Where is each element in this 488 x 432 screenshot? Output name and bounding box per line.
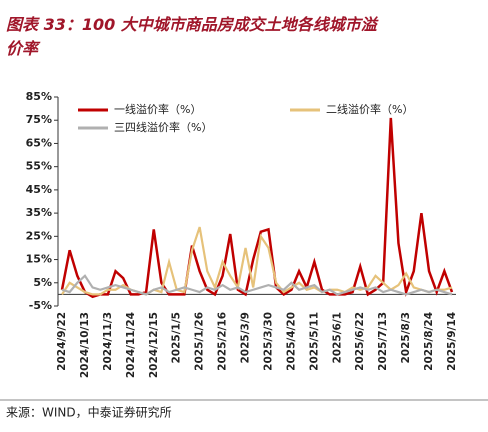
y-tick-label: 55% (26, 160, 52, 173)
x-tick-label: 2024/11/3 (102, 312, 114, 371)
x-tick-label: 2025/8/24 (423, 312, 435, 371)
x-tick-label: 2024/11/24 (125, 312, 137, 378)
x-tick-label: 2025/1/26 (194, 312, 206, 371)
series-line (60, 117, 454, 299)
y-tick-label: 75% (26, 113, 52, 126)
x-tick-label: 2025/6/22 (354, 312, 366, 371)
x-tick-label: 2025/9/14 (446, 312, 458, 371)
series-line (61, 274, 453, 296)
y-tick-label: 5% (33, 276, 52, 289)
y-tick-label: 15% (26, 253, 52, 266)
y-tick-label: 45% (26, 183, 52, 196)
x-tick-label: 2024/10/13 (79, 312, 91, 378)
legend-label: 三四线溢价率（%） (114, 120, 212, 134)
y-tick-label: -5% (29, 299, 52, 312)
x-tick-label: 2025/8/3 (400, 312, 412, 364)
y-tick-label: 65% (26, 136, 52, 149)
series-line (61, 226, 453, 296)
x-tick-label: 2025/3/30 (262, 312, 274, 371)
x-tick-label: 2025/3/9 (240, 312, 252, 364)
source: 来源：WIND，中泰证券研究所 (6, 405, 172, 420)
x-tick-label: 2025/6/1 (331, 312, 343, 364)
legend-label: 二线溢价率（%） (326, 102, 413, 116)
y-tick-label: 35% (26, 206, 52, 219)
x-tick-label: 2025/4/20 (285, 312, 297, 371)
x-tick-label: 2024/12/15 (148, 312, 160, 378)
y-tick-label: 25% (26, 229, 52, 242)
x-tick-label: 2025/5/11 (308, 312, 320, 371)
x-tick-label: 2024/9/22 (56, 312, 68, 371)
x-tick-label: 2025/7/13 (377, 312, 389, 371)
y-tick-label: 85% (26, 90, 52, 103)
x-tick-label: 2025/2/16 (217, 312, 229, 371)
legend-label: 一线溢价率（%） (114, 102, 201, 116)
chart-title-line: 图表 33：100 大中城市商品房成交土地各线城市溢价率 (6, 15, 379, 58)
x-tick-label: 2025/1/5 (171, 312, 183, 364)
